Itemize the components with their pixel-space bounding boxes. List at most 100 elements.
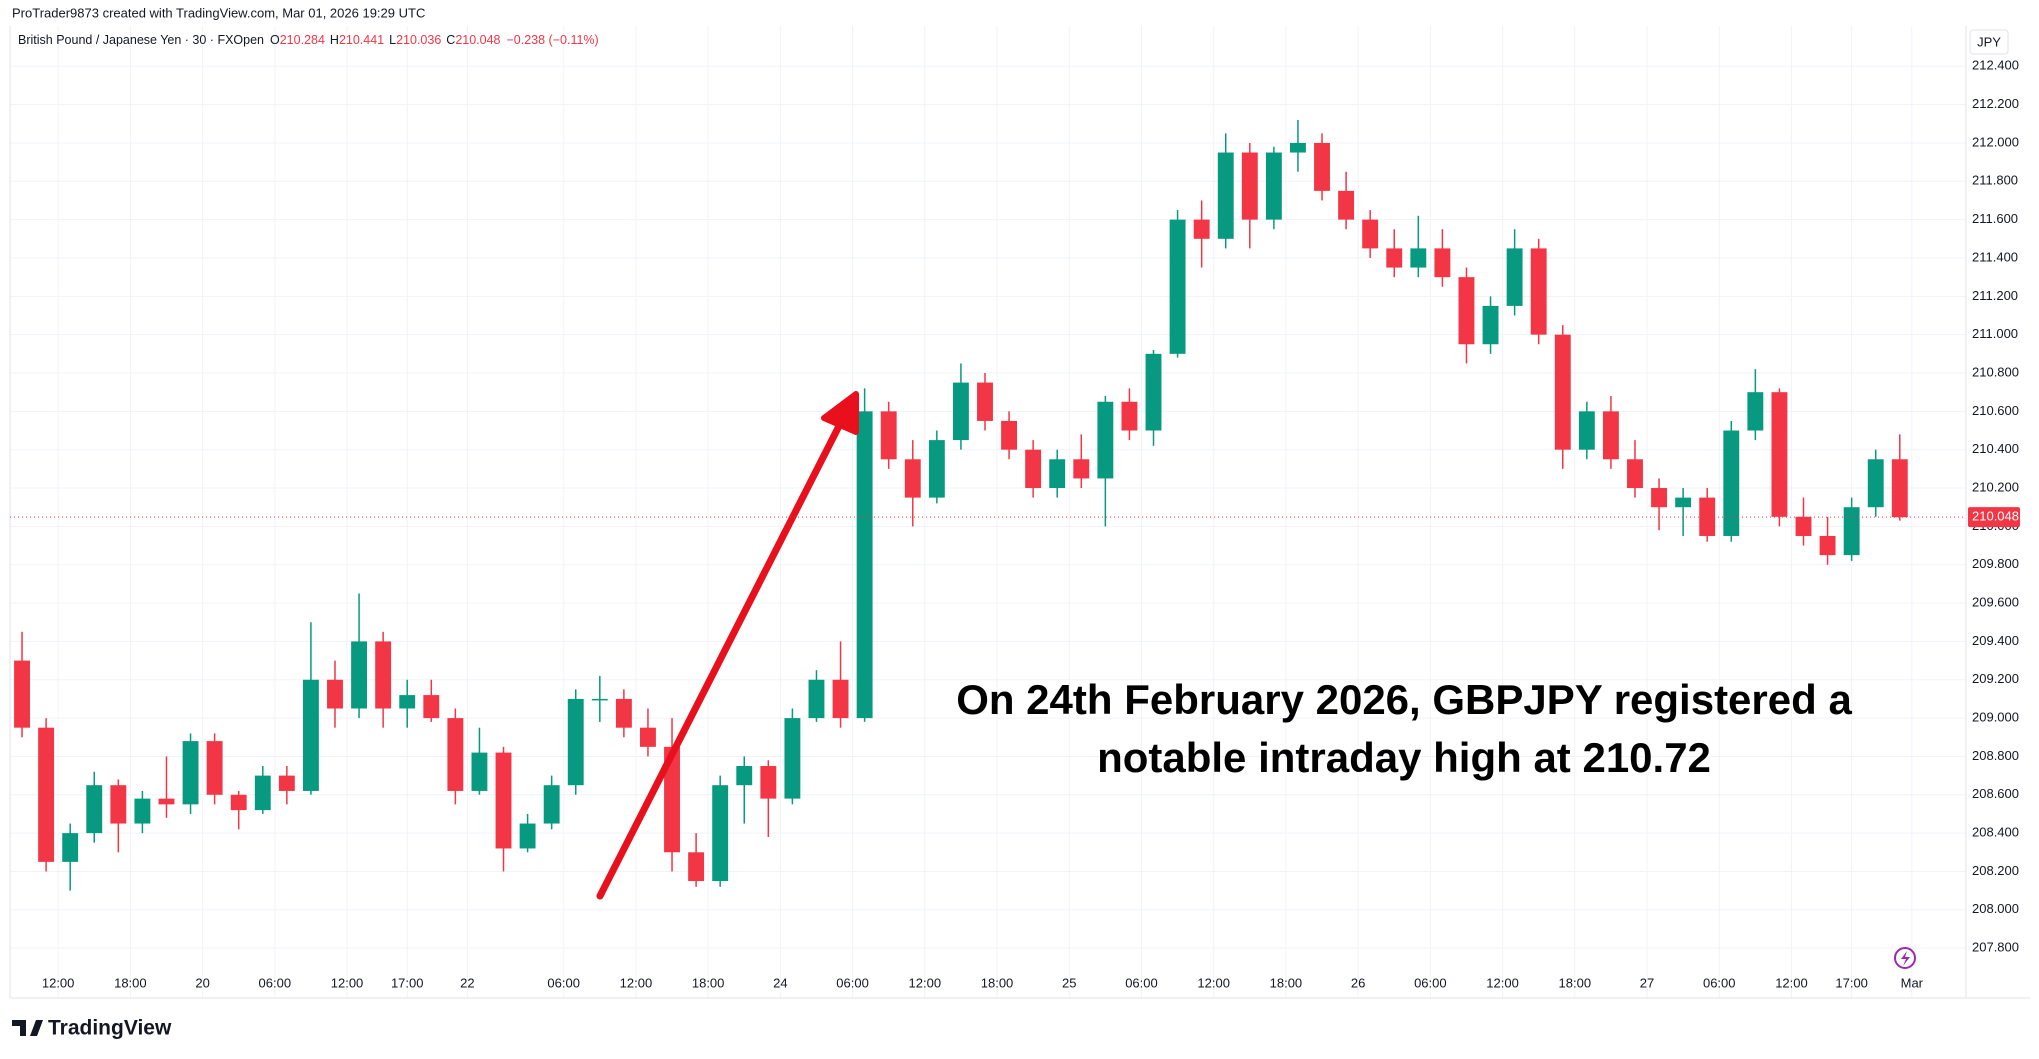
x-tick-label: 12:00 bbox=[909, 975, 942, 990]
candle-body bbox=[1578, 411, 1595, 450]
candle-body bbox=[182, 741, 199, 805]
candle-body bbox=[688, 852, 705, 882]
candle-body bbox=[1025, 449, 1042, 489]
x-tick-label: 06:00 bbox=[1414, 975, 1447, 990]
candle-body bbox=[1169, 219, 1186, 354]
candle-body bbox=[1867, 459, 1884, 508]
x-tick-label: 06:00 bbox=[259, 975, 292, 990]
candle-body bbox=[1362, 219, 1379, 249]
candle-body bbox=[1747, 392, 1764, 431]
y-tick-label: 208.200 bbox=[1972, 863, 2019, 878]
x-tick-label: 12:00 bbox=[1197, 975, 1230, 990]
candle-body bbox=[1530, 248, 1547, 335]
candle-body bbox=[1049, 459, 1066, 489]
ohlc-value: 210.284 bbox=[280, 33, 325, 47]
credit: ProTrader9873 created with TradingView.c… bbox=[12, 5, 425, 20]
candle-body bbox=[1001, 420, 1018, 450]
legend: British Pound / Japanese Yen · 30 · FXOp… bbox=[18, 33, 599, 47]
y-tick-label: 209.800 bbox=[1972, 556, 2019, 571]
candle-body bbox=[1627, 459, 1643, 489]
y-tick-label: 208.600 bbox=[1972, 786, 2019, 801]
candle-body bbox=[495, 752, 512, 849]
candle-body bbox=[14, 660, 30, 728]
candle-body bbox=[399, 695, 416, 709]
x-tick-label: 20 bbox=[195, 975, 209, 990]
x-tick-label: 18:00 bbox=[981, 975, 1014, 990]
candle-body bbox=[351, 641, 368, 709]
arrow bbox=[596, 391, 859, 900]
candle-body bbox=[760, 766, 777, 799]
x-tick-label: 25 bbox=[1062, 975, 1076, 990]
x-tick-label: 12:00 bbox=[331, 975, 364, 990]
candle-body bbox=[1241, 152, 1258, 220]
candle-body bbox=[1771, 392, 1788, 517]
x-tick-label: 18:00 bbox=[114, 975, 147, 990]
candle-body bbox=[1675, 497, 1692, 508]
candle-body bbox=[519, 823, 536, 849]
arrow-head bbox=[821, 391, 859, 435]
candle-body bbox=[158, 798, 175, 805]
candle-body bbox=[880, 411, 897, 460]
x-tick-label: 26 bbox=[1351, 975, 1365, 990]
x-tick-label: 18:00 bbox=[1270, 975, 1303, 990]
currency: JPY bbox=[1977, 34, 2001, 49]
candle-body bbox=[808, 679, 825, 719]
candle-body bbox=[1819, 535, 1836, 556]
y-tick-label: 211.800 bbox=[1972, 173, 2018, 188]
candle-body bbox=[1699, 497, 1716, 536]
x-tick-label: 22 bbox=[460, 975, 474, 990]
candles bbox=[14, 119, 1908, 891]
candle-body bbox=[1410, 248, 1427, 268]
y-tick-label: 211.600 bbox=[1972, 211, 2018, 226]
y-tick-label: 212.200 bbox=[1972, 96, 2019, 111]
candle-body bbox=[615, 698, 632, 728]
candle-body bbox=[110, 785, 127, 824]
candle-body bbox=[1265, 152, 1282, 220]
y-tick-label: 210.600 bbox=[1972, 403, 2019, 418]
candle-body bbox=[952, 382, 969, 441]
annotation: On 24th February 2026, GBPJPY registered… bbox=[956, 676, 1852, 723]
candle-body bbox=[134, 798, 151, 824]
candle-body bbox=[1193, 219, 1210, 239]
candle-body bbox=[1506, 248, 1523, 306]
currency-box bbox=[1969, 29, 2009, 55]
candle-body bbox=[447, 718, 464, 791]
candle-body bbox=[1482, 305, 1499, 345]
candle-body bbox=[230, 794, 247, 811]
candle-body bbox=[206, 741, 223, 795]
candle-body bbox=[1554, 334, 1571, 450]
candle-body bbox=[736, 766, 753, 786]
candle-body bbox=[38, 727, 55, 862]
candle-body bbox=[1338, 190, 1355, 220]
candle-body bbox=[1121, 401, 1138, 431]
candle-body bbox=[1843, 507, 1860, 556]
x-tick-label: Mar bbox=[1901, 975, 1924, 990]
arrow-shaft bbox=[596, 424, 842, 900]
logo-mark bbox=[12, 1020, 43, 1036]
candle-body bbox=[712, 785, 729, 882]
candle-body bbox=[1097, 401, 1114, 479]
candle-body bbox=[62, 833, 79, 862]
candle-body bbox=[832, 679, 849, 719]
ohlc-label: O bbox=[270, 33, 280, 47]
alert-icon[interactable] bbox=[1894, 947, 1916, 969]
last-price-label: 210.048 bbox=[1972, 509, 2019, 524]
x-tick-label: 06:00 bbox=[836, 975, 869, 990]
candle-body bbox=[254, 775, 271, 811]
y-tick-label: 210.400 bbox=[1972, 441, 2019, 456]
candle-body bbox=[1723, 430, 1740, 536]
candle-body bbox=[327, 679, 343, 709]
x-tick-label: 06:00 bbox=[547, 975, 580, 990]
alert-bolt bbox=[1901, 951, 1910, 966]
candle-body bbox=[86, 785, 103, 834]
y-tick-label: 209.200 bbox=[1972, 671, 2019, 686]
candle-body bbox=[640, 727, 656, 747]
candle-body bbox=[1795, 516, 1812, 536]
candle-body bbox=[591, 698, 608, 701]
y-tick-label: 209.000 bbox=[1972, 710, 2019, 725]
candle-body bbox=[1386, 248, 1403, 268]
candle-body bbox=[1602, 411, 1619, 460]
candle-body bbox=[423, 695, 440, 719]
